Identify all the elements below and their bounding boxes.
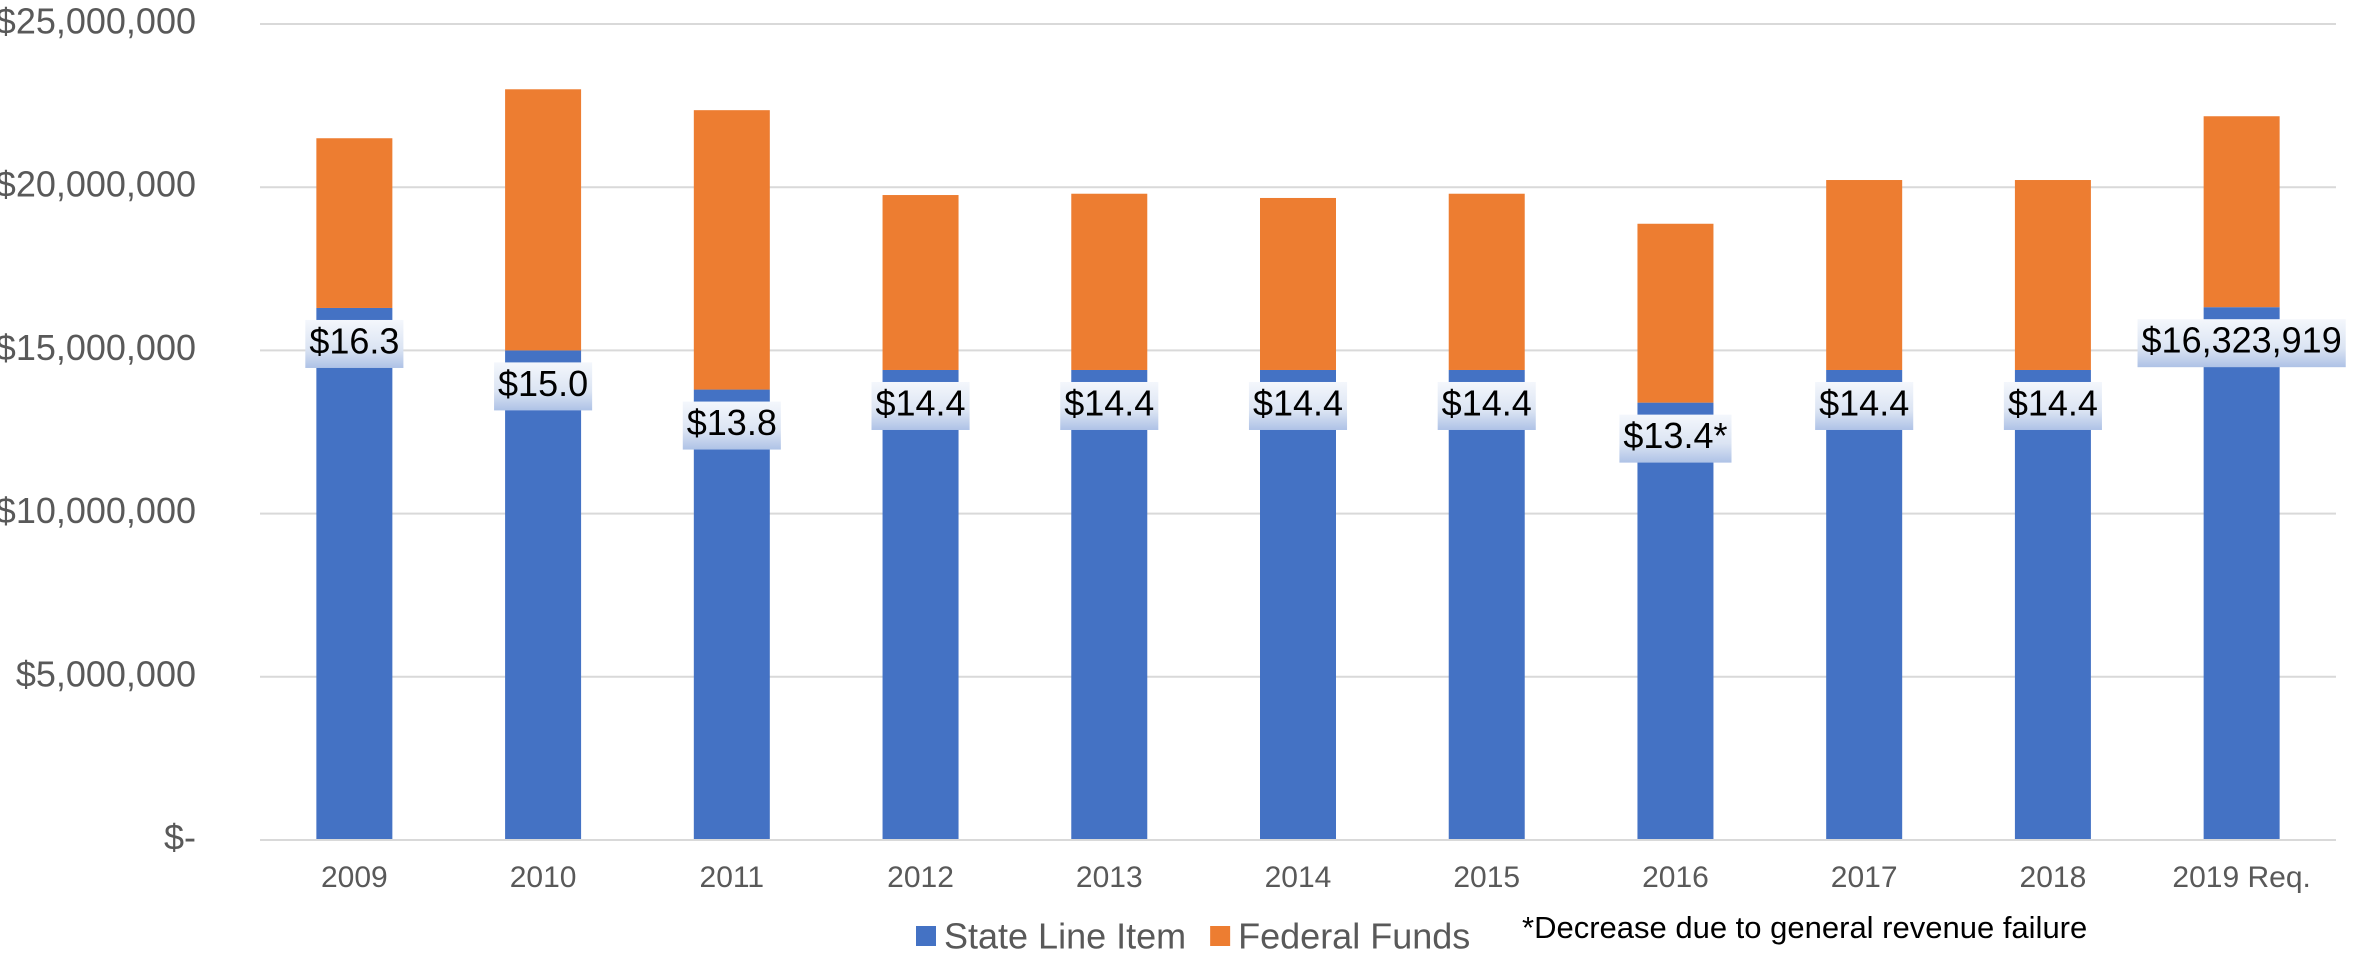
x-tick-label: 2009 <box>321 861 388 894</box>
data-label: $16.3 <box>309 320 399 361</box>
bar-segment <box>1071 193 1148 370</box>
bar-segment <box>316 307 393 840</box>
data-label: $14.4 <box>875 382 965 423</box>
bar-segment <box>505 89 582 351</box>
data-label-box <box>682 401 781 450</box>
data-label-box <box>1248 381 1348 430</box>
data-label: $16,323,919 <box>2142 320 2342 361</box>
data-label: $13.4* <box>1623 415 1727 456</box>
bar-segment <box>316 138 393 308</box>
x-tick-label: 2015 <box>1453 861 1520 894</box>
y-tick-label: $20,000,000 <box>0 164 196 205</box>
y-tick-label: $15,000,000 <box>0 327 196 368</box>
data-label: $14.4 <box>1253 382 1343 423</box>
bar-segment <box>2014 180 2091 370</box>
x-tick-label: 2017 <box>1831 861 1898 894</box>
bar-segment <box>693 389 770 840</box>
footnote: *Decrease due to general revenue failure <box>1522 910 2087 945</box>
data-label-box <box>2137 319 2346 368</box>
bar-segment <box>1260 197 1336 370</box>
data-label: $14.4 <box>1064 382 1154 423</box>
data-label: $13.8 <box>687 402 777 443</box>
y-tick-label: $5,000,000 <box>16 653 196 694</box>
data-label-box <box>494 362 593 411</box>
x-tick-label: 2016 <box>1642 861 1709 894</box>
x-tick-label: 2019 Req. <box>2172 861 2310 894</box>
x-tick-label: 2010 <box>510 861 577 894</box>
bar-segment <box>505 350 582 840</box>
x-tick-label: 2013 <box>1076 861 1143 894</box>
data-label-box <box>2003 381 2102 430</box>
data-label-box <box>871 381 970 430</box>
bar-segment <box>1826 369 1903 840</box>
bar-segment <box>2203 307 2280 841</box>
y-tick-label: $10,000,000 <box>0 490 196 531</box>
bar-segment <box>1637 223 1714 403</box>
bar-segment <box>882 369 959 840</box>
bar-segment <box>882 195 959 370</box>
bar-segment <box>1071 369 1148 840</box>
bar-segment <box>1826 180 1903 370</box>
data-label: $14.4 <box>2008 382 2098 423</box>
bar-segment <box>2203 116 2280 308</box>
bar-segment <box>1260 369 1336 840</box>
data-label: $14.4 <box>1442 382 1532 423</box>
data-label-box <box>1060 381 1159 430</box>
x-tick-label: 2018 <box>2020 861 2087 894</box>
x-tick-label: 2012 <box>887 861 954 894</box>
data-label: $15.0 <box>498 363 588 404</box>
x-tick-label: 2011 <box>700 861 765 894</box>
legend-swatch <box>916 926 936 946</box>
data-label-box <box>1437 381 1536 430</box>
data-label-box <box>305 319 404 368</box>
legend-label: Federal Funds <box>1238 916 1470 956</box>
data-label-box <box>1815 381 1914 430</box>
legend-label: State Line Item <box>944 916 1186 956</box>
bar-segment <box>1448 193 1525 370</box>
bar-segment <box>693 110 770 390</box>
data-label: $14.4 <box>1819 382 1909 423</box>
bar-segment <box>2014 369 2091 840</box>
y-tick-label: $- <box>164 817 196 858</box>
legend-swatch <box>1210 926 1231 946</box>
bar-segment <box>1637 402 1714 840</box>
bar-segment <box>1448 369 1525 840</box>
data-label-box <box>1619 414 1732 463</box>
x-tick-label: 2014 <box>1265 861 1332 894</box>
y-tick-label: $25,000,000 <box>0 1 196 42</box>
